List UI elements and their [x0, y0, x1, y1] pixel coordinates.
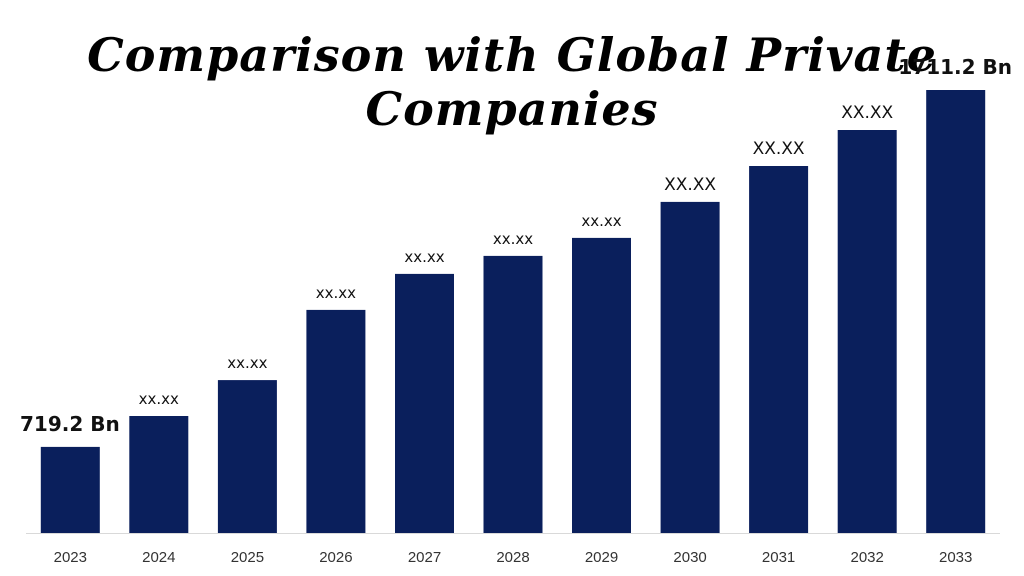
- data-label: XX.XX: [841, 103, 893, 123]
- bar-2031: [749, 166, 809, 533]
- bar-2027: [395, 273, 454, 533]
- bar-2029: [572, 237, 631, 533]
- data-label: xx.xx: [316, 284, 356, 302]
- x-tick-label: 2032: [851, 549, 884, 566]
- x-tick-label: 2033: [939, 549, 972, 566]
- bar-2023: [40, 446, 100, 533]
- x-tick-label: 2026: [319, 549, 352, 566]
- x-tick-label: 2023: [54, 549, 87, 566]
- bar-2025: [217, 380, 277, 533]
- bar-2024: [129, 416, 189, 533]
- data-label: XX.XX: [664, 175, 716, 195]
- x-tick-label: 2030: [673, 549, 706, 566]
- x-tick-label: 2031: [762, 549, 795, 566]
- data-label: xx.xx: [227, 354, 267, 372]
- data-label: xx.xx: [404, 248, 444, 266]
- data-label: XX.XX: [753, 139, 805, 159]
- data-label: 1711.2 Bn: [898, 55, 1012, 79]
- chart-title: Comparison with Global Private Companies: [87, 28, 937, 136]
- data-label: xx.xx: [493, 230, 533, 248]
- data-label: xx.xx: [139, 390, 179, 408]
- data-label: xx.xx: [581, 212, 621, 230]
- bar-2032: [837, 130, 897, 533]
- bar-2033: [926, 90, 986, 533]
- bar-2026: [306, 309, 366, 533]
- data-label: 719.2 Bn: [20, 412, 120, 436]
- x-tick-label: 2024: [142, 549, 175, 566]
- bar-2030: [660, 201, 720, 533]
- bar-2028: [483, 255, 543, 533]
- x-tick-label: 2025: [231, 549, 264, 566]
- x-tick-label: 2029: [585, 549, 618, 566]
- x-tick-label: 2028: [496, 549, 529, 566]
- x-tick-label: 2027: [408, 549, 441, 566]
